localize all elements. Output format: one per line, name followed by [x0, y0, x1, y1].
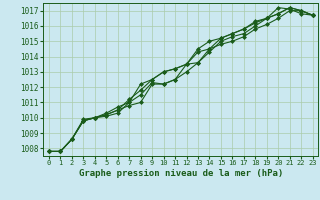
X-axis label: Graphe pression niveau de la mer (hPa): Graphe pression niveau de la mer (hPa)	[79, 169, 283, 178]
